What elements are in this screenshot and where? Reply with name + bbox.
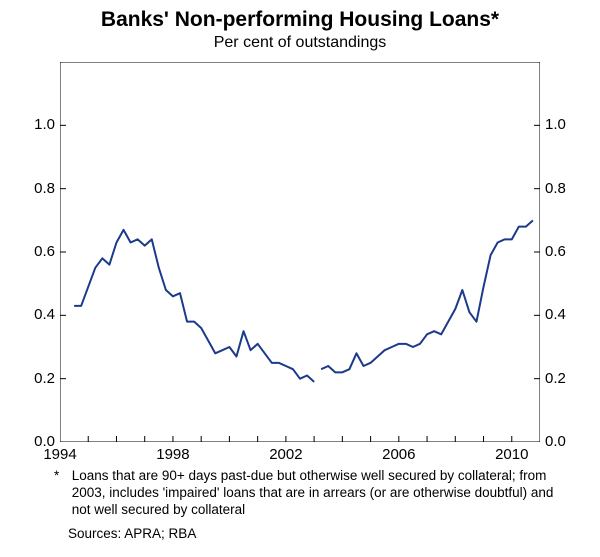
sources: Sources: APRA; RBA (68, 526, 196, 541)
y-tick-label: 1.0 (545, 116, 585, 133)
y-tick-label: 0.6 (15, 243, 55, 260)
y-tick-label: 0.4 (545, 306, 585, 323)
y-tick-label: 0.4 (15, 306, 55, 323)
y-tick-label: 0.0 (545, 433, 585, 450)
line-chart-svg (60, 62, 540, 442)
chart-container: Banks' Non-performing Housing Loans* Per… (0, 0, 600, 557)
y-tick-label: 0.2 (15, 370, 55, 387)
y-tick-label: 0.8 (15, 180, 55, 197)
y-tick-label: 1.0 (15, 116, 55, 133)
chart-subtitle: Per cent of outstandings (0, 34, 600, 52)
y-tick-label: 0.6 (545, 243, 585, 260)
x-tick-label: 1994 (35, 446, 85, 463)
x-tick-label: 2010 (487, 446, 537, 463)
chart-title: Banks' Non-performing Housing Loans* (0, 0, 600, 32)
footnote: * Loans that are 90+ days past-due but o… (54, 468, 570, 519)
x-tick-label: 2006 (374, 446, 424, 463)
sources-text: APRA; RBA (124, 526, 196, 541)
sources-label: Sources: (68, 526, 121, 541)
footnote-text: Loans that are 90+ days past-due but oth… (72, 468, 570, 519)
y-tick-label: 0.8 (545, 180, 585, 197)
y-tick-label: 0.2 (545, 370, 585, 387)
x-tick-label: 2002 (261, 446, 311, 463)
plot-area (60, 62, 540, 442)
footnote-marker: * (54, 468, 68, 485)
x-tick-label: 1998 (148, 446, 198, 463)
